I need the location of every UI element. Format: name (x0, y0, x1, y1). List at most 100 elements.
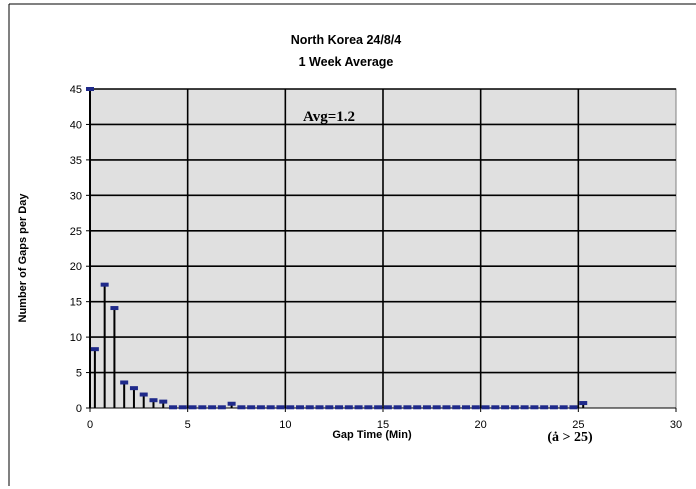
data-marker (422, 405, 431, 410)
data-marker (237, 405, 246, 410)
data-point (247, 405, 256, 410)
data-marker (149, 398, 158, 403)
data-marker (227, 401, 236, 406)
y-tick-label: 30 (70, 190, 82, 202)
data-marker (393, 405, 402, 410)
data-point (286, 405, 295, 410)
data-point (452, 405, 461, 410)
data-point (491, 405, 500, 410)
data-point (530, 405, 539, 410)
data-marker (471, 405, 480, 410)
data-marker (100, 282, 109, 287)
overflow-note: (ȧ > 25) (547, 430, 593, 445)
data-point (159, 399, 168, 408)
y-tick-label: 25 (70, 226, 82, 238)
data-marker (315, 405, 324, 410)
data-point (139, 392, 148, 408)
data-marker (129, 386, 138, 391)
data-point (354, 405, 363, 410)
x-axis-label: Gap Time (Min) (332, 429, 412, 441)
data-marker (501, 405, 510, 410)
x-tick-label: 25 (572, 419, 584, 431)
data-marker (305, 405, 314, 410)
data-point (413, 405, 422, 410)
y-tick-label: 10 (70, 332, 82, 344)
data-marker (540, 405, 549, 410)
data-marker (295, 405, 304, 410)
y-tick-label: 15 (70, 297, 82, 309)
data-marker (217, 405, 226, 410)
data-point (315, 405, 324, 410)
data-point (217, 405, 226, 410)
data-marker (256, 405, 265, 410)
data-point (295, 405, 304, 410)
data-point (129, 386, 138, 408)
data-marker (178, 405, 187, 410)
data-point (237, 405, 246, 410)
data-point (325, 405, 334, 410)
data-point (422, 405, 431, 410)
data-point (471, 405, 480, 410)
data-marker (520, 405, 529, 410)
data-marker (549, 405, 558, 410)
x-tick-label: 30 (670, 419, 682, 431)
data-point (579, 401, 588, 408)
x-tick-label: 15 (377, 419, 389, 431)
data-point (540, 405, 549, 410)
data-marker (481, 405, 490, 410)
data-marker (344, 405, 353, 410)
x-tick-label: 20 (475, 419, 487, 431)
data-marker (86, 87, 94, 91)
average-annotation: Avg=1.2 (303, 109, 355, 125)
data-marker (208, 405, 217, 410)
data-point (266, 405, 275, 410)
data-marker (442, 405, 451, 410)
data-marker (169, 405, 178, 410)
data-marker (559, 405, 568, 410)
x-tick-label: 5 (185, 419, 191, 431)
data-point (110, 306, 119, 408)
data-point (432, 405, 441, 410)
data-point (198, 405, 207, 410)
data-point (344, 405, 353, 410)
data-point (178, 405, 187, 410)
data-marker (90, 347, 99, 352)
data-stems (86, 87, 588, 410)
data-point (481, 405, 490, 410)
data-marker (286, 405, 295, 410)
data-point (403, 405, 412, 410)
data-point (120, 380, 129, 408)
data-marker (413, 405, 422, 410)
data-marker (198, 405, 207, 410)
data-point (100, 282, 109, 408)
chart-title: North Korea 24/8/4 (291, 33, 402, 47)
x-tick-label: 10 (279, 419, 291, 431)
data-point (549, 405, 558, 410)
data-point (305, 405, 314, 410)
data-marker (188, 405, 197, 410)
data-point (335, 405, 344, 410)
data-marker (247, 405, 256, 410)
data-marker (354, 405, 363, 410)
data-marker (569, 405, 578, 410)
data-point (393, 405, 402, 410)
y-tick-label: 5 (76, 368, 82, 380)
data-marker (110, 306, 119, 311)
y-tick-label: 45 (70, 84, 82, 96)
data-marker (491, 405, 500, 410)
y-tick-label: 20 (70, 261, 82, 273)
data-marker (383, 405, 392, 410)
data-point (569, 405, 578, 410)
data-marker (579, 401, 588, 406)
data-point (364, 405, 373, 410)
data-marker (120, 380, 129, 385)
y-axis-label: Number of Gaps per Day (17, 193, 29, 323)
data-point (520, 405, 529, 410)
data-point (208, 405, 217, 410)
data-point (188, 405, 197, 410)
y-tick-label: 35 (70, 155, 82, 167)
data-point (227, 401, 236, 408)
data-point (86, 87, 94, 408)
